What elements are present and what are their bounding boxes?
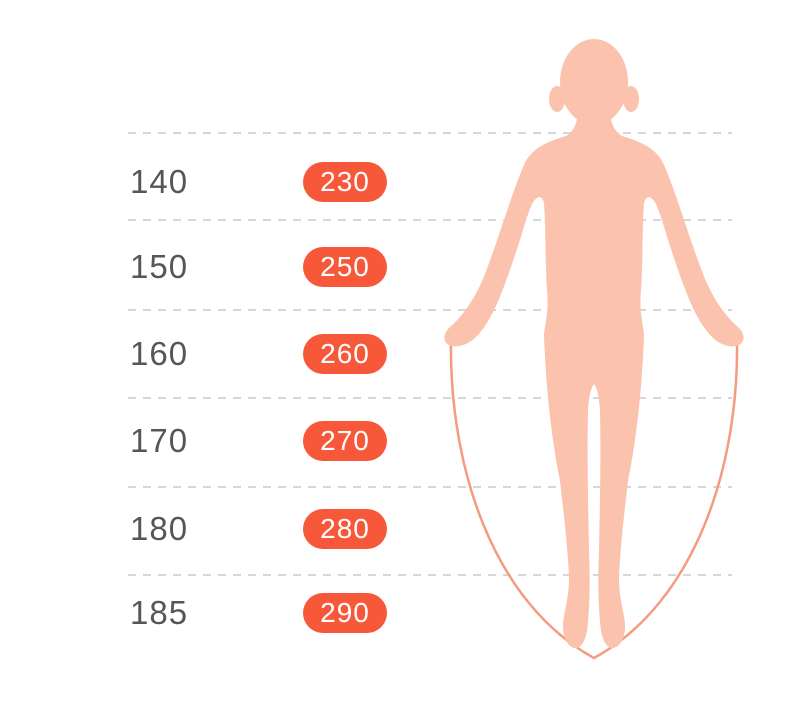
- grid-line: [128, 397, 732, 399]
- rope-length-badge: 250: [303, 247, 387, 287]
- grid-line: [128, 574, 732, 576]
- grid-line: [128, 486, 732, 488]
- ear-left-icon: [549, 86, 565, 112]
- table-row: 160 260: [0, 330, 800, 378]
- rope-length-badge: 280: [303, 509, 387, 549]
- rope-length-badge: 260: [303, 334, 387, 374]
- table-row: 150 250: [0, 243, 800, 291]
- table-row: 140 230: [0, 158, 800, 206]
- height-label: 180: [130, 510, 189, 547]
- ear-right-icon: [623, 86, 639, 112]
- table-row: 180 280: [0, 505, 800, 553]
- head-icon: [560, 39, 628, 125]
- grid-line: [128, 219, 732, 221]
- grid-line: [128, 309, 732, 311]
- table-row: 170 270: [0, 417, 800, 465]
- rope-length-badge: 270: [303, 421, 387, 461]
- grid-line: [128, 132, 732, 134]
- height-label: 160: [130, 335, 189, 372]
- table-row: 185 290: [0, 589, 800, 637]
- height-label: 150: [130, 248, 189, 285]
- height-label: 170: [130, 422, 189, 459]
- height-label: 185: [130, 594, 189, 631]
- height-label: 140: [130, 163, 189, 200]
- rope-length-badge: 290: [303, 593, 387, 633]
- rope-length-badge: 230: [303, 162, 387, 202]
